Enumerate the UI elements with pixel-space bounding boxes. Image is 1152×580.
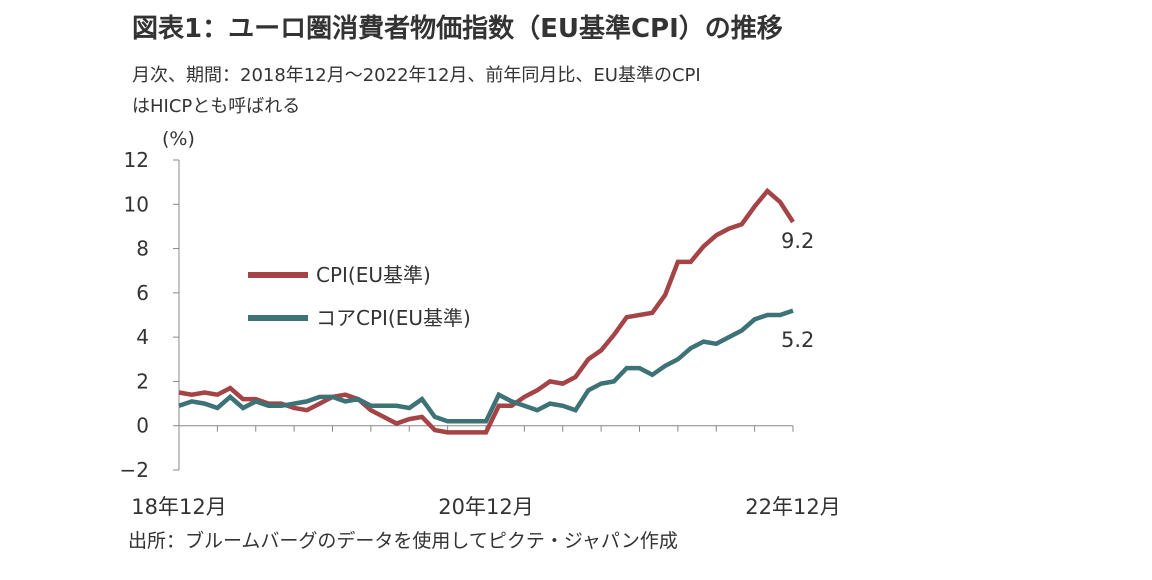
series-lines	[178, 187, 795, 435]
series-line-core	[178, 308, 794, 424]
subtitle-line-2: はHICPとも呼ばれる	[132, 96, 301, 117]
y-tick-label: 10	[124, 192, 149, 216]
subtitle-line-1: 月次、期間：2018年12月～2022年12月、前年同月比、EU基準のCPI	[132, 65, 701, 86]
x-tick-label: 22年12月	[745, 495, 840, 519]
legend: CPI(EU基準) コアCPI(EU基準)	[248, 263, 471, 330]
series-line-cpi	[178, 187, 795, 435]
legend-label-core: コアCPI(EU基準)	[316, 306, 471, 330]
axes: 12 10 8 6 4 2 0 −2 18年12月 20年12月 22年12月	[120, 148, 841, 519]
chart-subtitle: 月次、期間：2018年12月～2022年12月、前年同月比、EU基準のCPI は…	[132, 60, 701, 122]
source-note: 出所：ブルームバーグのデータを使用してピクテ・ジャパン作成	[128, 530, 678, 552]
chart-title: 図表1：ユーロ圏消費者物価指数（EU基準CPI）の推移	[132, 14, 783, 44]
y-unit-label: (%)	[162, 128, 195, 150]
y-tick-label: 2	[136, 369, 149, 393]
y-tick-label: 12	[124, 148, 149, 172]
end-label-core: 5.2	[781, 328, 814, 352]
y-tick-label: 8	[136, 237, 149, 261]
y-tick-label: 6	[136, 281, 149, 305]
x-tick-label: 20年12月	[438, 495, 533, 519]
x-tick-label: 18年12月	[131, 495, 226, 519]
end-label-cpi: 9.2	[781, 229, 814, 253]
y-tick-label: 4	[136, 325, 149, 349]
y-tick-label: −2	[120, 458, 149, 482]
y-tick-label: 0	[136, 414, 149, 438]
legend-label-cpi: CPI(EU基準)	[316, 263, 431, 287]
